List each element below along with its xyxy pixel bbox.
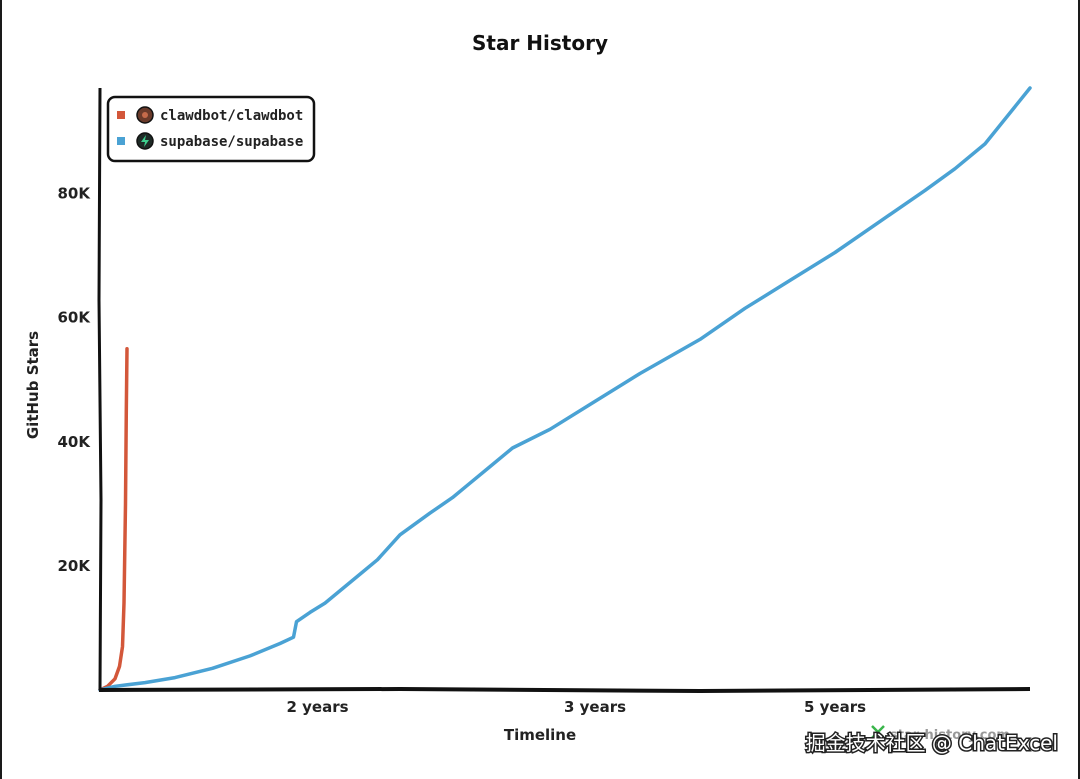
x-tick-label: 3 years <box>564 698 626 716</box>
chart-title: Star History <box>472 31 608 55</box>
y-axis-ticks: 20K 40K 60K 80K <box>58 185 92 575</box>
series-line-clawdbot <box>98 346 129 692</box>
frame-left-border <box>0 0 2 779</box>
y-axis-label: GitHub Stars <box>24 331 42 439</box>
y-tick-label: 80K <box>58 185 92 203</box>
series-line-supabase <box>98 86 1032 692</box>
supabase-bolt-icon <box>141 135 149 147</box>
y-tick-label: 40K <box>58 433 92 451</box>
star-history-logo-icon <box>871 725 885 739</box>
brand-text: star-history.com <box>890 728 1010 743</box>
clawdbot-avatar-icon-detail <box>142 112 148 118</box>
watermark-overlay: 掘金技术社区 @ ChatExcel <box>806 731 1058 755</box>
legend-label-clawdbot: clawdbot/clawdbot <box>160 108 303 124</box>
x-axis-line <box>98 686 1031 694</box>
legend-label-supabase: supabase/supabase <box>160 134 303 150</box>
y-tick-label: 60K <box>58 309 92 327</box>
frame-right-border <box>1078 0 1080 779</box>
x-axis-ticks: 2 years 3 years 5 years <box>286 698 866 716</box>
x-axis-label: Timeline <box>504 726 576 744</box>
legend-swatch-clawdbot <box>117 111 125 119</box>
x-tick-label: 5 years <box>804 698 866 716</box>
legend-box <box>106 95 316 163</box>
series-layer <box>98 86 1032 692</box>
legend-swatch-supabase <box>117 137 125 145</box>
legend: clawdbot/clawdbot supabase/supabase <box>106 95 316 163</box>
brand-footer: star-history.com <box>871 725 1010 743</box>
x-tick-label: 2 years <box>286 698 348 716</box>
y-tick-label: 20K <box>58 557 92 575</box>
y-axis-line <box>97 87 103 691</box>
